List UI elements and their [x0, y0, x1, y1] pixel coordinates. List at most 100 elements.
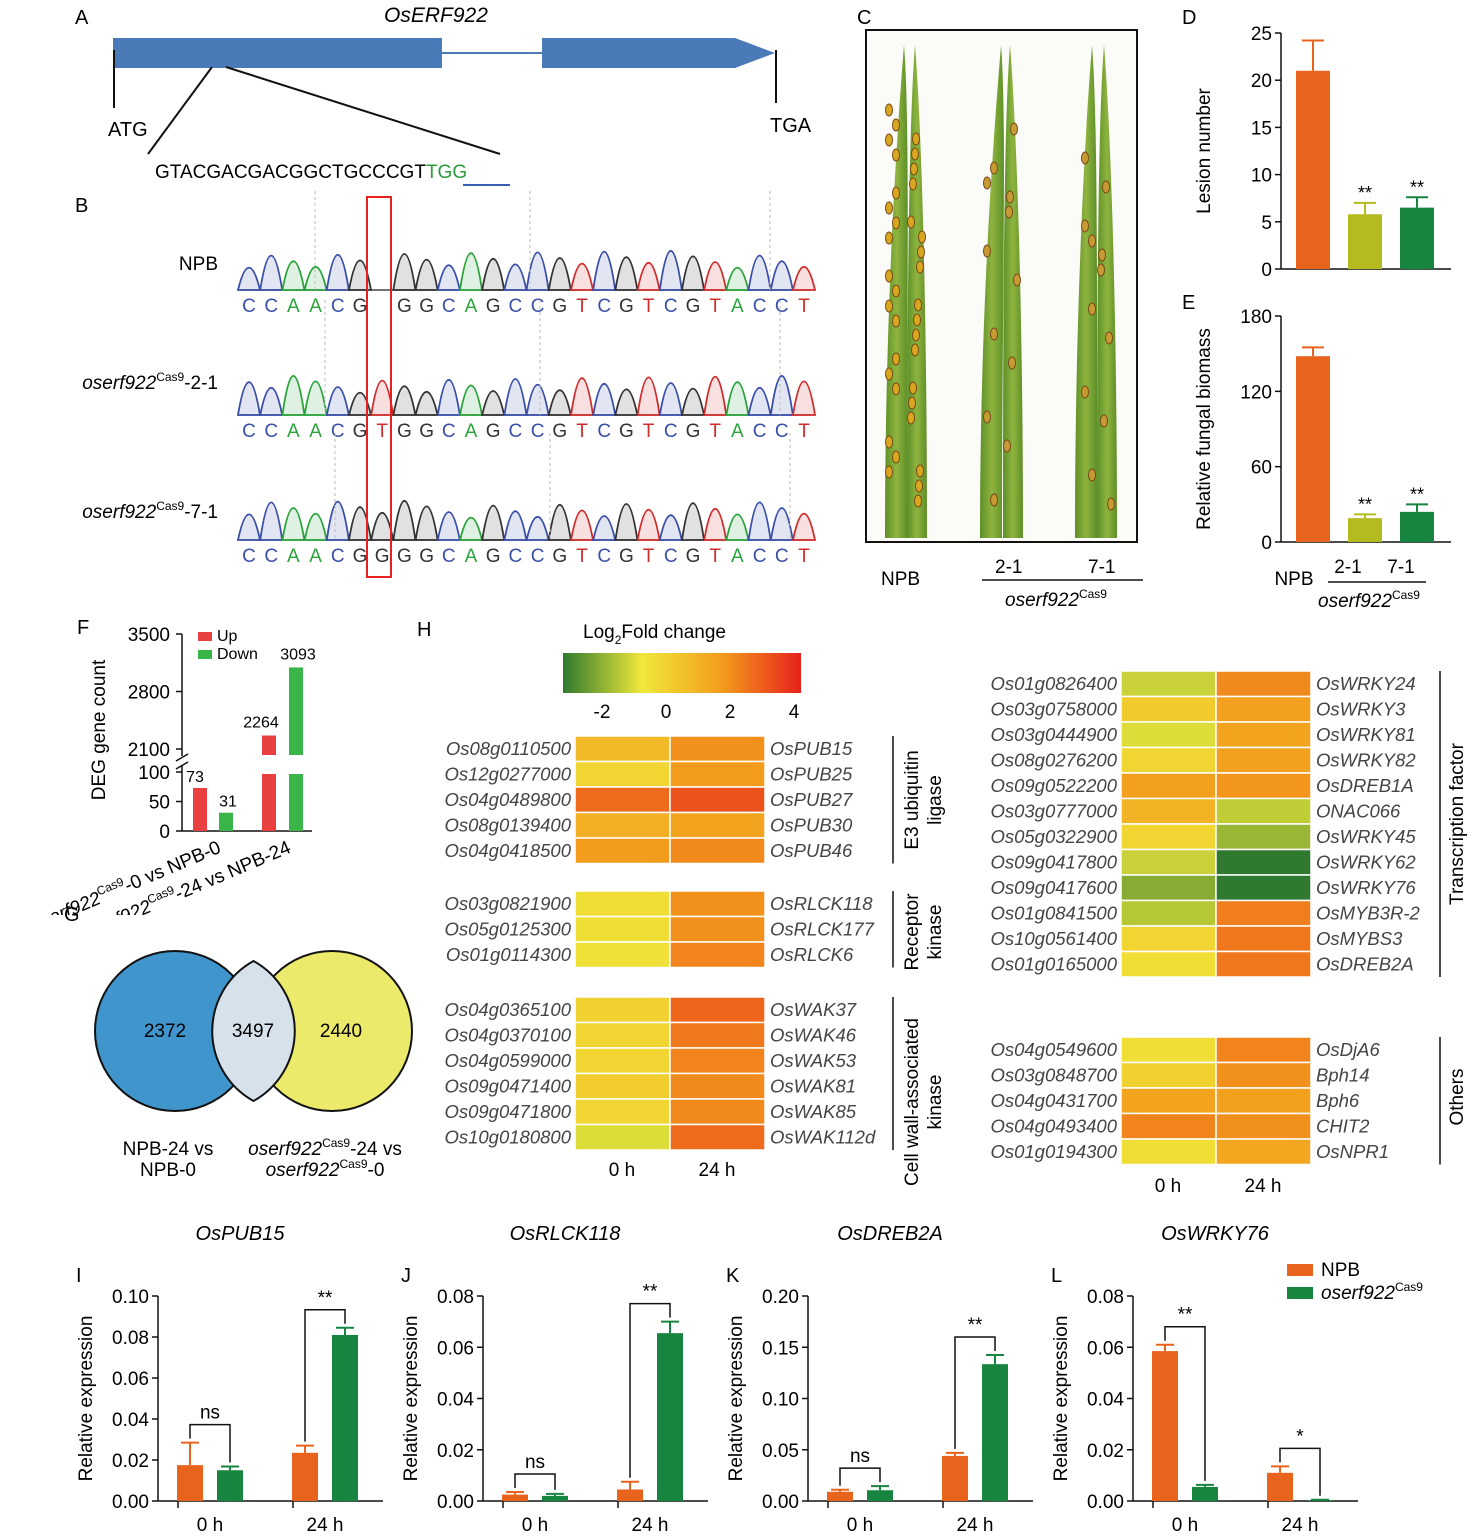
chart-e: E 0 60 120 180 Relative fungal biomass ** ** NPB… [1182, 292, 1451, 612]
trace-peak [569, 509, 595, 541]
heatmap-cell [669, 915, 766, 943]
heatmap-cell [1120, 695, 1217, 723]
legend-swatch-npb [1287, 1264, 1313, 1276]
trace-peak [281, 507, 306, 541]
heatmap-cell [1120, 772, 1217, 800]
lesion [885, 269, 893, 283]
trace-base: G [686, 421, 701, 442]
significance-mark: ns [850, 1446, 870, 1467]
trace-base: C [509, 421, 523, 442]
panel-letter: H [417, 619, 431, 641]
trace-peak [458, 384, 484, 416]
heatmap-cell [1120, 1087, 1217, 1115]
trace-base: C [753, 546, 767, 567]
trace-base: C [664, 546, 678, 567]
trace-base: A [731, 296, 744, 317]
gene-name: OsWAK53 [770, 1050, 857, 1071]
heatmap-cell [1120, 823, 1217, 851]
bar-NPB [1296, 70, 1330, 269]
lesion [918, 230, 926, 244]
gene-name: OsPUB27 [770, 789, 853, 810]
bar-oserf922Cas9 [867, 1490, 893, 1501]
trace-peak [703, 376, 728, 416]
bar-2-1 [1348, 518, 1382, 542]
venn-both-value: 3497 [232, 1021, 274, 1042]
trace-peak [236, 266, 262, 291]
bar-Down-upper [289, 667, 303, 755]
trace-base: A [465, 296, 478, 317]
heatmap-cell [669, 1098, 766, 1126]
trace-label-1: oserf922Cas9-2-1 [82, 370, 218, 394]
gene-locus-id: Os08g0110500 [446, 738, 572, 759]
y-tick-label: 10 [1251, 166, 1272, 187]
y-tick-label: 0.08 [112, 1328, 149, 1349]
legend-swatch-Down [198, 650, 212, 659]
trace-base: T [576, 546, 588, 567]
y-tick-label: 0.02 [1087, 1441, 1124, 1462]
significance-bracket [514, 1473, 556, 1490]
gene-locus-id: Os10g0180800 [444, 1127, 571, 1148]
exon-2 [542, 38, 775, 68]
heatmap-cell [669, 735, 766, 763]
significance-mark: ** [1178, 1305, 1193, 1326]
bar-NPB [1267, 1472, 1293, 1501]
trace-label-suffix: -2-1 [184, 373, 218, 394]
trace-peak [747, 386, 772, 416]
heatmap-cell [669, 1021, 766, 1049]
gene-name: OsWAK112d [770, 1127, 876, 1148]
gene-locus-id: Os05g0125300 [444, 919, 571, 940]
heatmap-scale-title: Log2Fold change [583, 622, 726, 647]
trace-base: C [264, 546, 278, 567]
panel-c-letter: C [857, 7, 871, 29]
x-category-label: 24 h [632, 1515, 669, 1536]
trace-base: G [552, 296, 567, 317]
trace-peak [259, 386, 284, 416]
lesion [892, 118, 900, 132]
y-tick-label: 0.04 [437, 1390, 474, 1411]
heatmap-cell [574, 1047, 671, 1075]
gene-name: OsWAK46 [770, 1025, 857, 1046]
y-tick-label: 0 [1261, 260, 1272, 281]
group-label: ligase [925, 775, 946, 825]
trace-label-sup: Cas9 [156, 370, 184, 384]
trace-peak [658, 514, 683, 541]
trace-base: G [397, 296, 412, 317]
trace-base: C [331, 421, 345, 442]
y-tick-label: 0.10 [112, 1287, 149, 1308]
x-category-label: 0 h [522, 1515, 548, 1536]
lesion [1088, 468, 1096, 482]
y-tick-label: 0.08 [1087, 1287, 1124, 1308]
heatmap-cell [574, 1123, 671, 1151]
venn-label-name: oserf922 [266, 1160, 340, 1181]
heatmap-cell [574, 1098, 671, 1126]
significance-bracket [1164, 1325, 1206, 1481]
heatmap-cell [574, 1072, 671, 1100]
heatmap-cell [1215, 721, 1312, 749]
trace-peak [703, 261, 728, 291]
heatmap-cell [1215, 1112, 1312, 1140]
trace-peak [592, 382, 617, 416]
trace-base: T [576, 296, 588, 317]
scale-tick-label: -2 [594, 702, 611, 723]
trace-base: A [309, 296, 322, 317]
trace-base: A [287, 421, 300, 442]
heatmap-cell [669, 890, 766, 918]
trace-peak [525, 516, 550, 541]
heatmap-cell [1215, 772, 1312, 800]
chart-title: OsPUB15 [196, 1223, 286, 1245]
y-tick-label: 50 [149, 793, 170, 814]
heatmap-cell [1120, 1112, 1217, 1140]
panel-letter: J [401, 1265, 411, 1287]
trace-base: C [664, 421, 678, 442]
lesion [1098, 248, 1106, 262]
trace-base: C [775, 546, 789, 567]
y-tick-label: 0.00 [762, 1492, 799, 1513]
significance-mark: ns [200, 1403, 220, 1424]
gene-locus-id: Os09g0471800 [444, 1101, 571, 1122]
gene-locus-id: Os03g0821900 [444, 893, 571, 914]
bar-2-1 [1348, 214, 1382, 269]
title-part: Fold change [621, 622, 726, 643]
trace-peak [436, 264, 461, 291]
gene-locus-id: Os01g0826400 [990, 673, 1117, 694]
bar-Up-upper [262, 735, 276, 755]
